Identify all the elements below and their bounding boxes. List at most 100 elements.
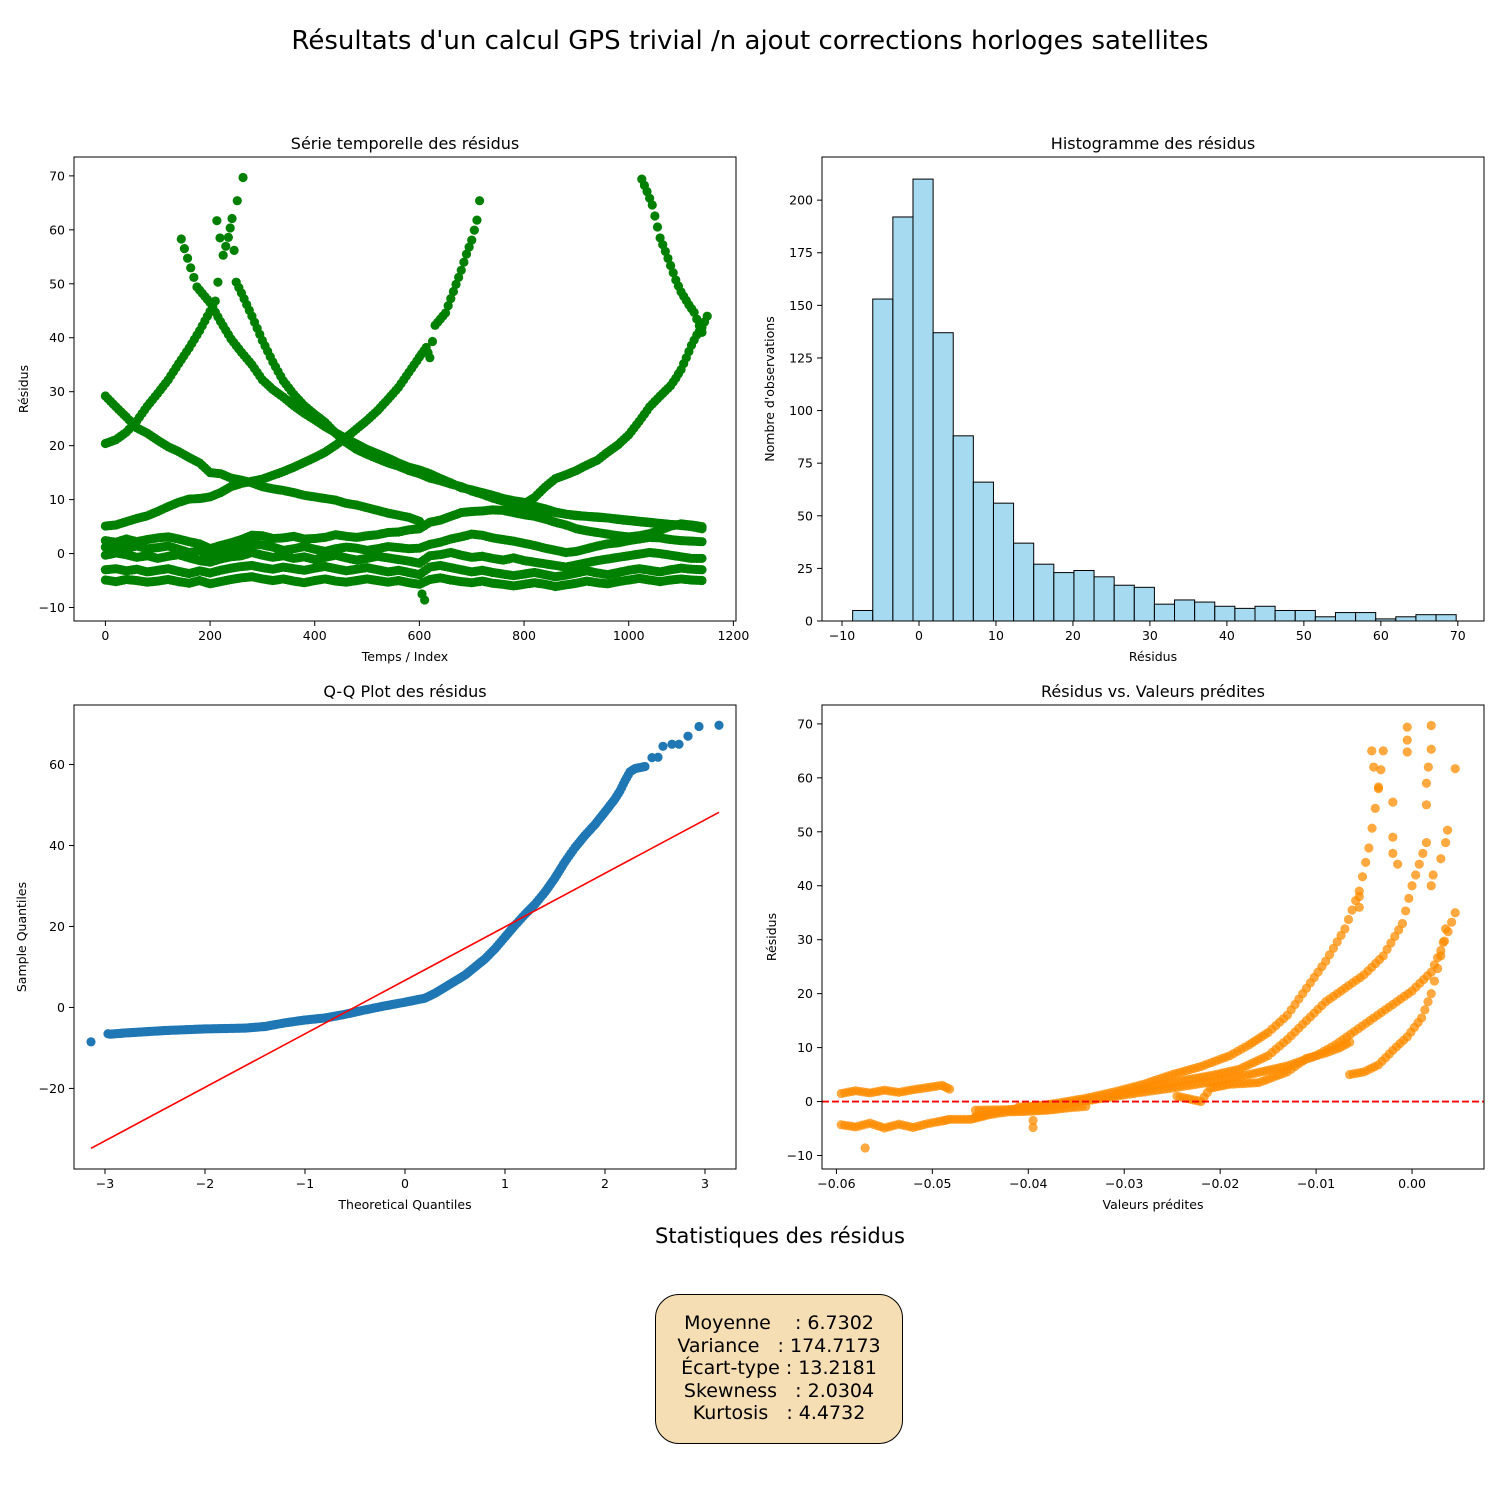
x-axis-label: Temps / Index <box>361 649 448 664</box>
residual-point <box>1402 735 1412 745</box>
y-tick-label: 60 <box>49 222 65 237</box>
histogram-bar <box>1274 609 1296 622</box>
x-tick-label: −0.04 <box>1009 1176 1047 1191</box>
y-tick-label: 0 <box>805 614 813 629</box>
timeseries-point <box>179 244 190 254</box>
timeseries-point <box>425 353 435 363</box>
y-tick-label: 30 <box>797 932 813 947</box>
timeseries-point <box>440 308 451 318</box>
histogram-bar <box>932 332 954 622</box>
x-tick-label: 0 <box>101 628 109 643</box>
residual-point <box>1421 778 1432 788</box>
residual-point <box>1426 881 1436 891</box>
residual-point <box>1423 762 1433 772</box>
histogram-bar <box>1314 616 1336 622</box>
timeseries-point <box>665 260 676 271</box>
x-tick-label: 30 <box>1142 628 1158 643</box>
subplot-title: Série temporelle des résidus <box>291 134 519 153</box>
y-tick-label: −10 <box>39 600 65 615</box>
histogram-bar <box>1174 599 1196 622</box>
residual-point <box>1376 765 1386 775</box>
histogram-bar <box>872 298 894 622</box>
residual-point <box>1028 1122 1038 1133</box>
timeseries-point <box>464 242 474 252</box>
x-tick-label: 400 <box>303 628 327 643</box>
y-tick-label: 200 <box>789 193 813 208</box>
subplot-title: Q-Q Plot des résidus <box>323 682 486 701</box>
qq-reference-line <box>90 811 720 1150</box>
residual-point <box>1388 848 1398 858</box>
residual-point <box>1378 746 1388 756</box>
x-tick-label: 2 <box>601 1176 609 1191</box>
timeseries-point <box>697 521 707 532</box>
histogram-bar <box>1214 605 1236 622</box>
residual-point <box>1357 872 1368 882</box>
y-tick-label: 0 <box>57 546 65 561</box>
x-tick-label: 10 <box>988 628 1004 643</box>
timeseries-point <box>472 215 482 225</box>
timeseries-point <box>186 263 196 273</box>
qq-point <box>116 1028 126 1038</box>
qq-point <box>640 761 650 772</box>
axes-frame <box>73 704 737 1170</box>
histogram-bar <box>1153 603 1176 622</box>
histogram-bar <box>1234 607 1256 622</box>
residual-point <box>1370 803 1380 814</box>
x-tick-label: 20 <box>1065 628 1081 643</box>
x-tick-label: −0.02 <box>1201 1176 1239 1191</box>
timeseries-point <box>469 225 479 235</box>
y-axis-label: Résidus <box>16 365 31 413</box>
qq-point <box>653 752 663 762</box>
residual-point <box>1421 800 1432 810</box>
timeseries-point <box>461 249 472 259</box>
y-tick-label: 0 <box>57 1000 65 1015</box>
timeseries-point <box>697 537 707 547</box>
timeseries-point <box>443 301 453 311</box>
subplot-1: 0 200 400 600 800 1000 1200 −10 0 10 20 30 40 50 60 70 S… <box>16 134 749 664</box>
residual-point <box>1433 963 1443 974</box>
qq-point <box>658 741 668 751</box>
residual-point <box>860 1143 870 1153</box>
timeseries-point <box>474 196 485 206</box>
x-tick-label: −0.05 <box>913 1176 951 1191</box>
timeseries-point <box>459 257 469 267</box>
qq-point <box>667 739 677 749</box>
y-tick-label: 100 <box>789 403 813 418</box>
timeseries-point <box>218 250 228 260</box>
y-tick-label: −20 <box>39 1081 65 1096</box>
residual-point <box>1345 1037 1355 1047</box>
histogram-bar <box>1013 542 1035 622</box>
subplot-title: Résidus vs. Valeurs prédites <box>1041 682 1265 701</box>
histogram-bar <box>1415 614 1437 622</box>
residual-point <box>1028 1115 1038 1126</box>
residual-point <box>1429 976 1440 986</box>
timeseries-point <box>225 223 235 233</box>
y-tick-label: 20 <box>49 438 65 453</box>
timeseries-point <box>451 279 461 289</box>
histogram-bar <box>1355 612 1377 622</box>
subplot-title: Histogramme des résidus <box>1051 134 1255 153</box>
y-tick-label: 20 <box>49 919 65 934</box>
timeseries-point <box>697 553 707 564</box>
timeseries-point <box>189 272 199 283</box>
y-axis-label: Sample Quantiles <box>14 882 29 992</box>
timeseries-point <box>650 211 660 221</box>
residual-point <box>1420 1005 1430 1015</box>
residual-point <box>1354 902 1364 912</box>
residual-point <box>1450 908 1460 918</box>
timeseries-point <box>454 272 464 282</box>
residual-point <box>1417 1013 1427 1023</box>
plot-area <box>822 720 1484 1153</box>
residual-point <box>1373 782 1384 792</box>
x-tick-label: 0 <box>401 1176 409 1191</box>
qq-point <box>683 731 693 741</box>
y-tick-label: 175 <box>789 245 813 260</box>
residual-point <box>1402 722 1412 732</box>
x-tick-label: 60 <box>1373 628 1389 643</box>
x-tick-label: −2 <box>196 1176 214 1191</box>
x-tick-label: 800 <box>512 628 536 643</box>
histogram-bar <box>1113 584 1135 622</box>
histogram-bar <box>992 502 1015 622</box>
residual-point <box>1426 989 1436 999</box>
